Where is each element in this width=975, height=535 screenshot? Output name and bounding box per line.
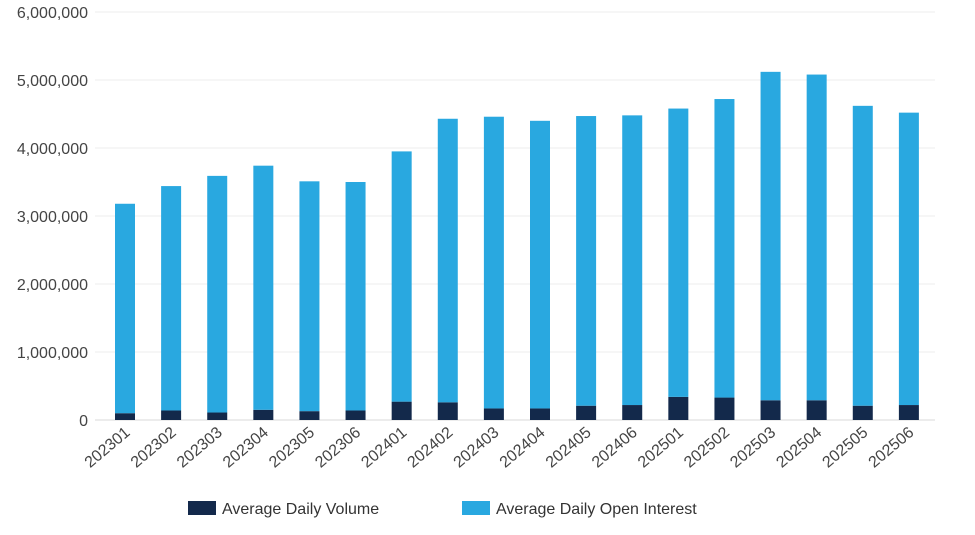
x-tick-label: 202303 xyxy=(174,424,226,471)
y-tick-label: 2,000,000 xyxy=(17,277,88,294)
gridlines xyxy=(95,11,935,421)
bar-volume xyxy=(806,400,827,420)
x-tick-label: 202405 xyxy=(543,424,595,471)
legend-label: Average Daily Open Interest xyxy=(496,501,697,518)
x-tick-label: 202402 xyxy=(405,424,457,471)
bar-open-interest xyxy=(483,116,504,409)
bar-open-interest xyxy=(391,151,412,402)
bar-volume xyxy=(668,396,689,420)
x-tick-label: 202505 xyxy=(820,424,872,471)
bar-volume xyxy=(299,411,320,420)
bar-volume xyxy=(576,405,597,420)
y-tick-label: 6,000,000 xyxy=(17,5,88,22)
x-tick-label: 202401 xyxy=(358,424,410,471)
bar-open-interest xyxy=(668,108,689,397)
y-tick-label: 0 xyxy=(79,413,88,430)
x-tick-label: 202305 xyxy=(266,424,318,471)
bar-open-interest xyxy=(437,118,458,403)
x-tick-label: 202301 xyxy=(82,424,134,471)
bar-volume xyxy=(530,408,550,420)
bar-volume xyxy=(437,402,458,420)
bar-volume xyxy=(391,401,412,420)
bar-open-interest xyxy=(345,182,366,411)
legend: Average Daily Volume Average Daily Open I… xyxy=(188,501,697,518)
x-tick-label: 202504 xyxy=(773,424,825,471)
x-tick-label: 202306 xyxy=(312,424,364,471)
bar-volume xyxy=(207,412,228,420)
legend-label: Average Daily Volume xyxy=(222,501,379,518)
bar-volume xyxy=(253,409,274,420)
bar-open-interest xyxy=(576,116,597,406)
x-tick-label: 202304 xyxy=(220,424,272,471)
x-tick-label: 202302 xyxy=(128,424,180,471)
y-tick-label: 4,000,000 xyxy=(17,141,88,158)
bar-volume xyxy=(345,410,366,420)
bar-open-interest xyxy=(806,74,827,401)
bar-volume xyxy=(852,405,873,420)
bar-open-interest xyxy=(852,105,873,406)
bar-volume xyxy=(161,410,182,420)
bar-open-interest xyxy=(115,203,135,414)
bar-volume xyxy=(622,405,643,420)
bar-volume xyxy=(115,413,135,420)
x-tick-label: 202406 xyxy=(589,424,641,471)
bar-open-interest xyxy=(207,175,228,413)
y-tick-label: 3,000,000 xyxy=(17,209,88,226)
x-tick-label: 202506 xyxy=(866,424,918,471)
bar-volume xyxy=(714,397,735,420)
x-tick-label: 202501 xyxy=(635,424,687,471)
bars xyxy=(115,71,919,420)
bar-open-interest xyxy=(253,165,274,410)
bar-volume xyxy=(760,400,781,420)
bar-open-interest xyxy=(760,71,781,401)
bar-volume xyxy=(898,405,919,420)
y-axis: 0 1,000,000 2,000,000 3,000,000 4,000,000 5,0… xyxy=(17,5,88,430)
bar-open-interest xyxy=(714,99,735,398)
x-tick-label: 202503 xyxy=(727,424,779,471)
y-tick-label: 1,000,000 xyxy=(17,345,88,362)
x-tick-label: 202502 xyxy=(681,424,733,471)
bar-open-interest xyxy=(898,112,919,406)
x-tick-label: 202403 xyxy=(451,424,503,471)
bar-volume xyxy=(483,408,504,420)
y-tick-label: 5,000,000 xyxy=(17,73,88,90)
x-tick-label: 202404 xyxy=(497,424,549,471)
x-axis: 2023012023022023032023042023052023062024… xyxy=(82,424,918,471)
bar-open-interest xyxy=(299,181,320,412)
legend-swatch xyxy=(188,501,216,515)
bar-open-interest xyxy=(161,186,182,411)
bar-open-interest xyxy=(530,120,550,409)
legend-swatch xyxy=(462,501,490,515)
bar-open-interest xyxy=(622,115,643,406)
